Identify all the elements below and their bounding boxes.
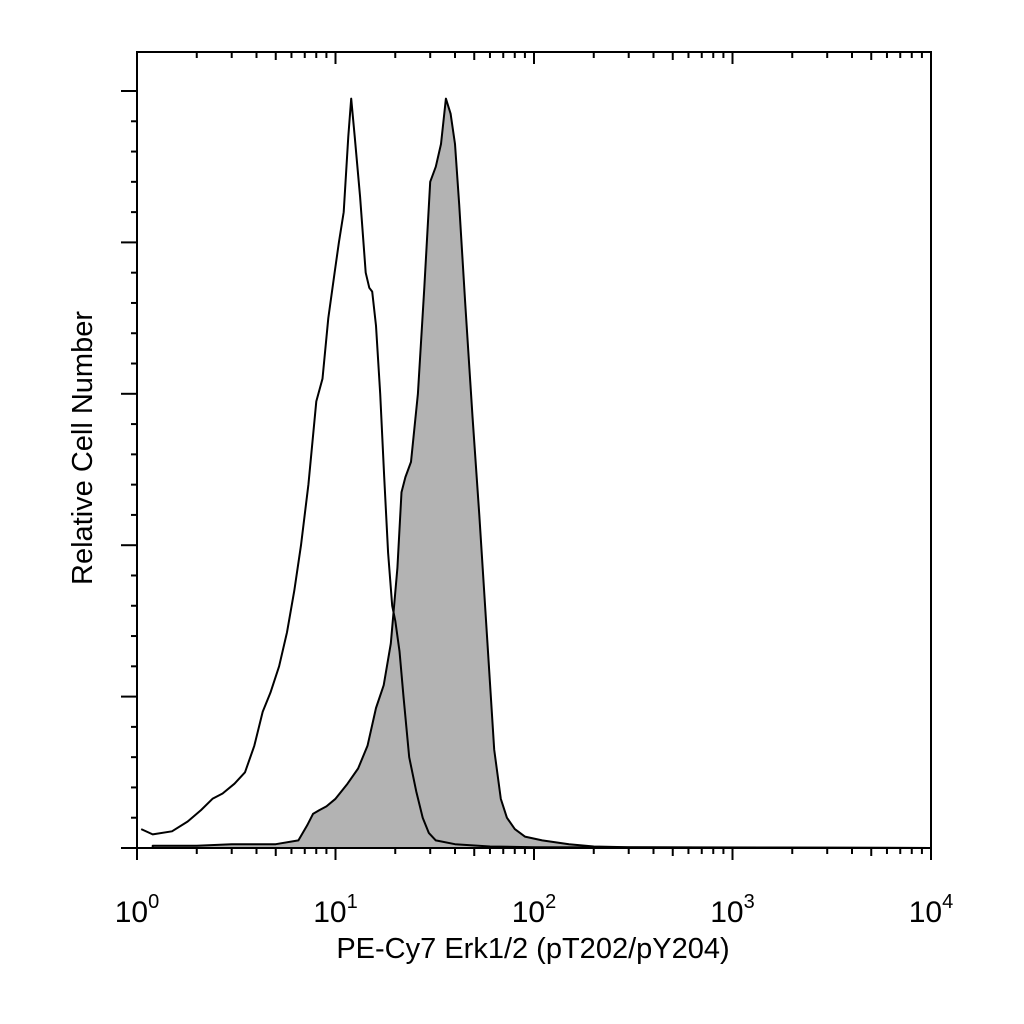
plot-frame — [136, 51, 932, 849]
x-tick-exponent: 4 — [942, 891, 953, 913]
y-axis-label: Relative Cell Number — [67, 311, 99, 585]
x-tick-exponent: 3 — [744, 891, 755, 913]
label-layer: 100 101 102 103 104 — [115, 891, 954, 929]
x-tick-label: 103 — [710, 891, 755, 929]
x-tick-base: 10 — [313, 896, 346, 929]
histogram-outline-series-0 — [140, 97, 932, 849]
x-tick-exponent: 1 — [347, 891, 358, 913]
x-tick-label: 101 — [313, 891, 358, 929]
x-tick-base: 10 — [909, 896, 942, 929]
x-tick-label: 100 — [115, 891, 160, 929]
x-tick-label: 102 — [512, 891, 557, 929]
histogram-filled-series-1 — [151, 97, 932, 849]
x-axis-label: PE-Cy7 Erk1/2 (pT202/pY204) — [336, 933, 729, 965]
x-tick-label: 104 — [909, 891, 954, 929]
series-layer — [140, 97, 932, 849]
x-tick-base: 10 — [710, 896, 743, 929]
x-tick-exponent: 0 — [148, 891, 159, 913]
x-tick-base: 10 — [512, 896, 545, 929]
x-tick-exponent: 2 — [545, 891, 556, 913]
x-tick-base: 10 — [115, 896, 148, 929]
